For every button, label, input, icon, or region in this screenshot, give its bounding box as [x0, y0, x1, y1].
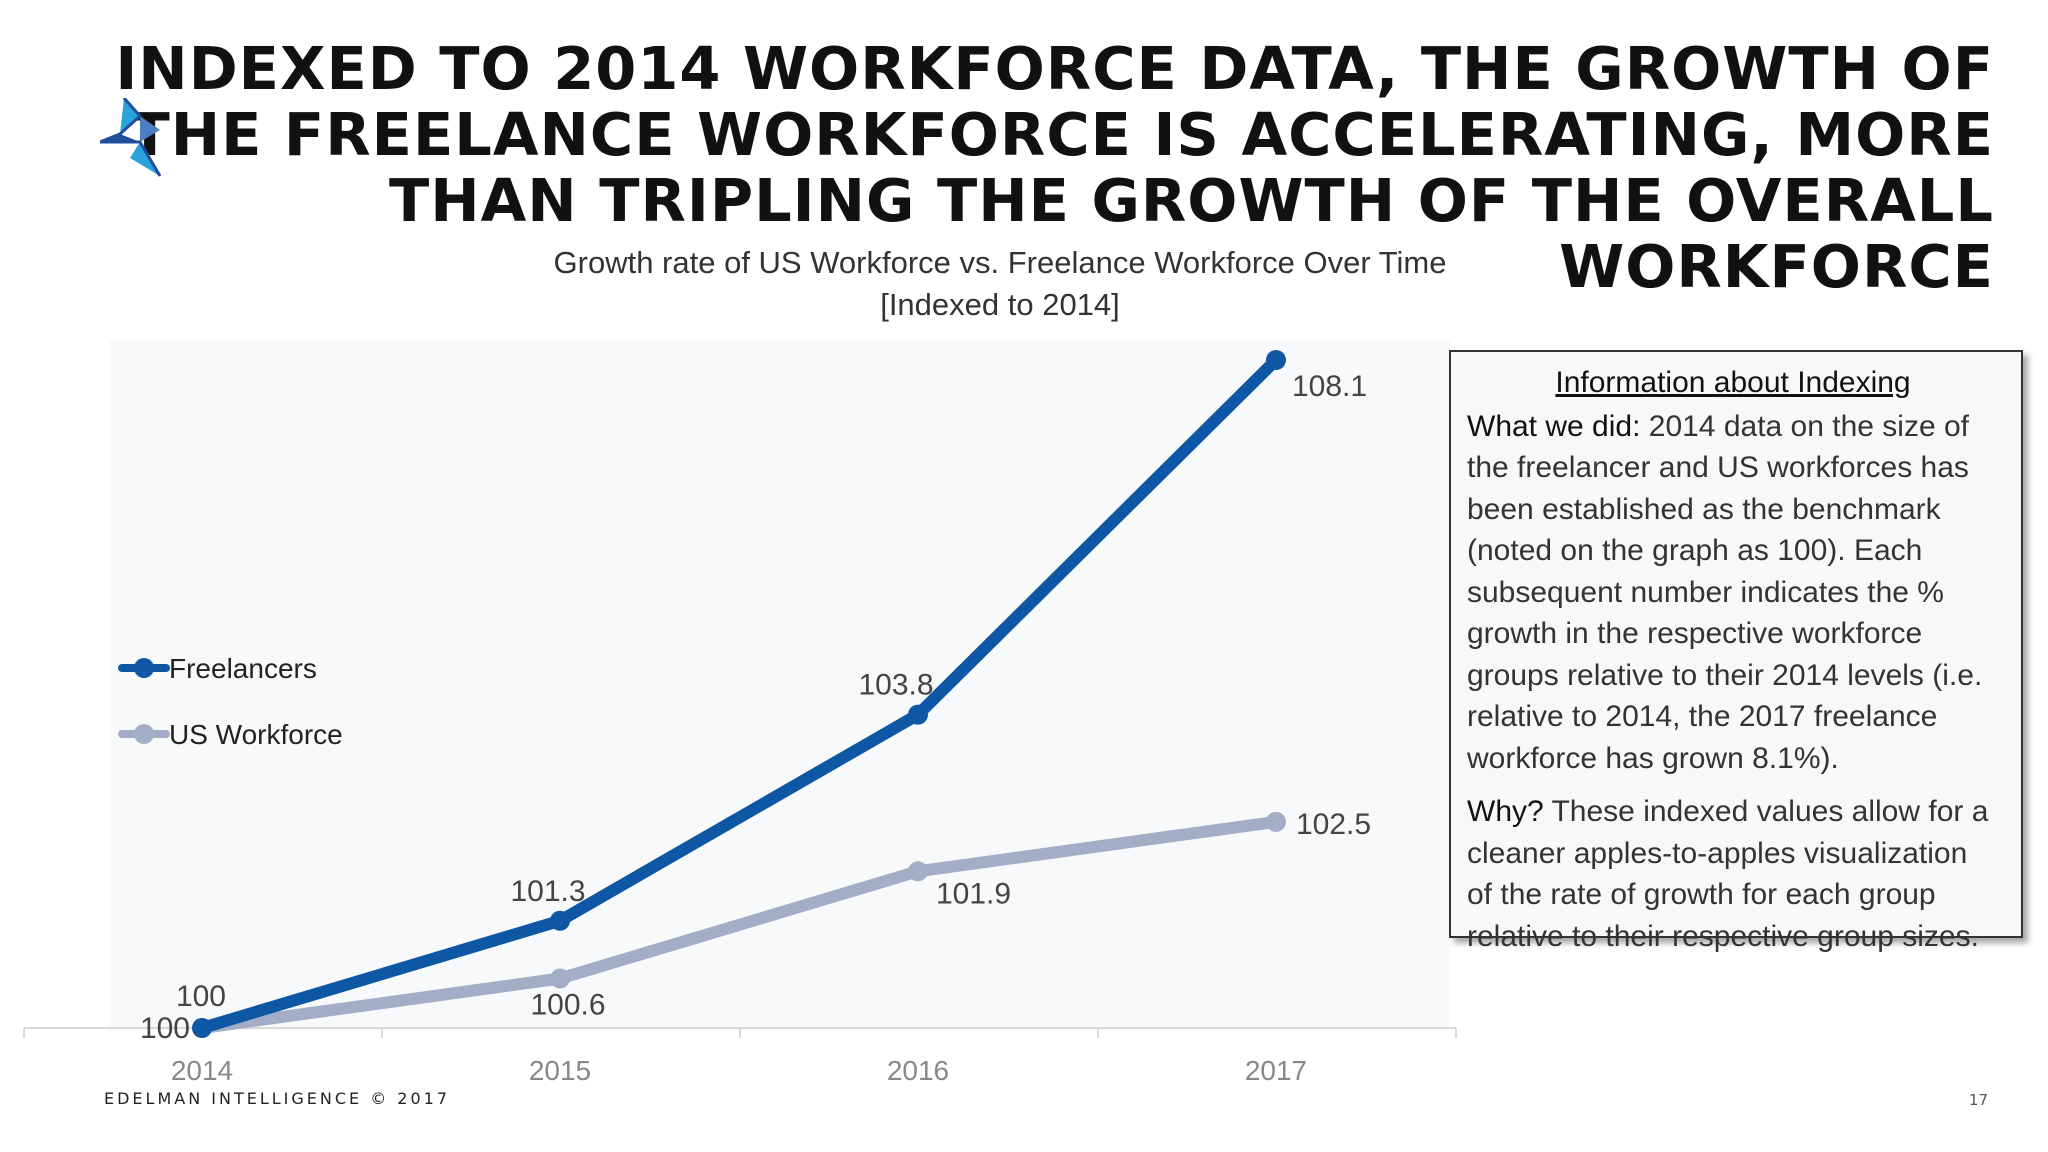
chart-subtitle: Growth rate of US Workforce vs. Freelanc… [520, 242, 1480, 326]
info-box-title: Information about Indexing [1555, 366, 1911, 399]
info-lead-why: Why? [1467, 795, 1544, 828]
point-freelancers-2015 [550, 910, 570, 931]
x-tick-label-2017: 2017 [1245, 1055, 1307, 1086]
x-tick-label-2014: 2014 [171, 1055, 233, 1086]
line-chart: 2014 2015 2016 2017 100101.3103.8108.110010… [23, 340, 1457, 1086]
point-us-workforce-2015 [550, 968, 570, 989]
info-text-why: These indexed values allow for a cleaner… [1467, 795, 1989, 953]
indexing-info-box: Information about Indexing What we did: … [1449, 350, 2023, 953]
point-freelancers-2016 [908, 704, 928, 725]
data-label-us-workforce-2016: 101.9 [936, 877, 1011, 910]
data-label-freelancers-2014: 100 [176, 980, 226, 1013]
legend: Freelancers US Workforce [118, 653, 343, 750]
plot-area [110, 340, 1450, 1030]
series-line-us-workforce [196, 815, 1282, 1034]
data-label-freelancers-2017: 108.1 [1292, 370, 1367, 403]
legend-marker-freelancers [134, 658, 154, 678]
info-text-what: 2014 data on the size of the freelancer … [1467, 409, 1983, 775]
slide-title: Indexed to 2014 workforce data, the grow… [115, 34, 1994, 301]
info-paragraph-why: Why? These indexed values allow for a cl… [1467, 791, 1999, 957]
point-freelancers-2017 [1266, 350, 1286, 370]
data-label-us-workforce-2015: 100.6 [530, 989, 605, 1022]
info-lead-what: What we did: [1467, 409, 1641, 443]
x-axis: 2014 2015 2016 2017 [23, 1027, 1457, 1086]
legend-label-us-workforce: US Workforce [169, 719, 343, 750]
chart-title: Growth rate of US Workforce vs. Freelanc… [553, 245, 1447, 280]
x-tick-label-2015: 2015 [529, 1055, 591, 1086]
chart-index-note: [Indexed to 2014] [880, 287, 1120, 322]
info-paragraph-what: What we did: 2014 data on the size of th… [1467, 406, 1999, 780]
point-freelancers-2014 [192, 1018, 212, 1038]
point-us-workforce-2016 [908, 861, 928, 882]
data-label-freelancers-2015: 101.3 [510, 875, 585, 908]
edelman-logo-icon [100, 98, 162, 177]
series-layer [192, 350, 1286, 1038]
x-tick-label-2016: 2016 [887, 1055, 949, 1086]
footer-credit: EDELMAN INTELLIGENCE © 2017 [104, 1089, 451, 1108]
point-us-workforce-2017 [1266, 811, 1286, 832]
data-labels: 100 101.3 103.8 108.1 100 100.6 101.9 102.5 [140, 370, 1371, 1045]
data-label-freelancers-2016: 103.8 [858, 669, 933, 702]
legend-label-freelancers: Freelancers [169, 653, 317, 684]
data-label-us-workforce-2017: 102.5 [1296, 808, 1371, 841]
series-line-freelancers [196, 354, 1282, 1034]
page-number: 17 [1968, 1091, 1988, 1109]
legend-marker-us-workforce [134, 724, 154, 744]
data-label-us-workforce-2014: 100 [140, 1012, 190, 1045]
